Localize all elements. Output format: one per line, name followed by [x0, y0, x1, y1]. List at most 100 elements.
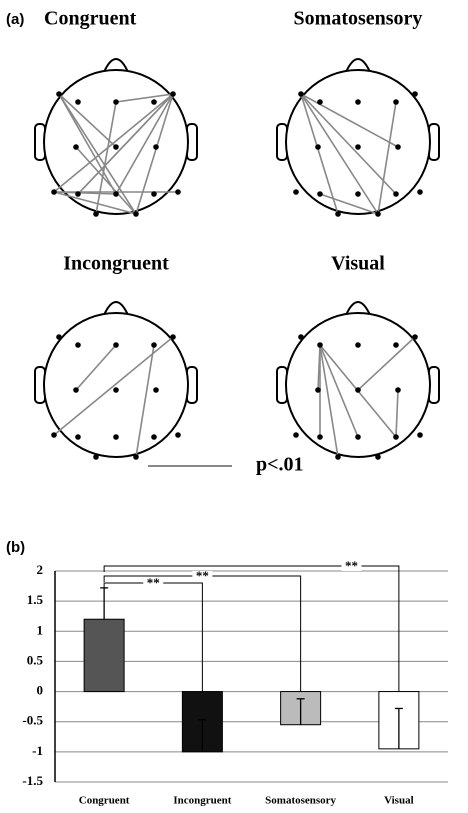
electrode [355, 387, 361, 393]
significance-bracket [103, 565, 400, 692]
connection [75, 146, 137, 215]
electrode [317, 191, 323, 197]
connection [53, 191, 137, 215]
x-tick-label: Somatosensory [265, 795, 336, 807]
electrode [153, 387, 159, 393]
electrode [315, 144, 321, 150]
electrode [375, 454, 381, 460]
y-tick-label: -1 [32, 743, 43, 758]
electrode [335, 454, 341, 460]
electrode [393, 191, 399, 197]
head-nose [103, 301, 129, 316]
electrode [375, 211, 381, 217]
y-tick-label: 0 [37, 683, 44, 698]
significance-label: ** [345, 558, 358, 573]
electrode [93, 211, 99, 217]
electrode [151, 342, 157, 348]
electrode [113, 342, 119, 348]
electrode [113, 434, 119, 440]
electrode [113, 191, 119, 197]
electrode [73, 144, 79, 150]
head-nose [345, 301, 371, 316]
electrode [93, 454, 99, 460]
electrode [175, 432, 181, 438]
connection [58, 93, 117, 195]
head-title: Incongruent [63, 253, 169, 275]
connection [95, 101, 117, 215]
connection [53, 191, 117, 195]
connection [115, 93, 174, 195]
y-tick-label: -1.5 [22, 773, 43, 788]
head-title: Visual [331, 253, 385, 275]
x-tick-label: Visual [384, 795, 414, 807]
electrode [298, 334, 304, 340]
electrode [170, 91, 176, 97]
head-nose [103, 58, 129, 73]
electrode [417, 432, 423, 438]
connection [317, 344, 321, 391]
connection [58, 93, 117, 148]
electrode [73, 387, 79, 393]
electrode [355, 99, 361, 105]
electrode [75, 99, 81, 105]
electrode [412, 91, 418, 97]
electrode [417, 189, 423, 195]
head-nose [345, 58, 371, 73]
connection [77, 93, 174, 195]
connection [53, 93, 174, 193]
electrode [317, 342, 323, 348]
connection [319, 193, 379, 215]
head-title: Congruent [44, 8, 137, 30]
electrode [355, 144, 361, 150]
connection [75, 344, 117, 391]
electrode [355, 434, 361, 440]
head-title: Somatosensory [294, 8, 423, 30]
annotation-bg [143, 578, 164, 588]
electrode [317, 99, 323, 105]
y-tick-label: 1 [37, 622, 44, 637]
electrode [355, 191, 361, 197]
electrode [355, 342, 361, 348]
electrode [56, 91, 62, 97]
annotation-bg [192, 571, 213, 581]
electrode [395, 144, 401, 150]
electrode [298, 91, 304, 97]
connection [377, 101, 397, 215]
electrode [293, 432, 299, 438]
electrode [151, 99, 157, 105]
connection [395, 389, 399, 438]
electrode [151, 191, 157, 197]
connection [357, 336, 416, 391]
electrode [315, 387, 321, 393]
electrode [51, 189, 57, 195]
connection [115, 93, 174, 103]
annotation-bg [341, 561, 362, 571]
panel-label: (a) [6, 11, 24, 28]
connection [58, 93, 137, 215]
electrode [151, 434, 157, 440]
y-tick-label: 0.5 [27, 652, 44, 667]
connection [135, 344, 155, 458]
connection [135, 93, 174, 215]
panel-label: (b) [6, 539, 25, 556]
head-outline [43, 312, 189, 458]
connection [319, 344, 339, 458]
electrode [335, 211, 341, 217]
legend-text: p<.01 [256, 454, 304, 476]
connection [319, 344, 359, 438]
x-tick-label: Incongruent [173, 795, 231, 807]
electrode [170, 334, 176, 340]
significance-label: ** [196, 568, 209, 583]
y-tick-label: 2 [37, 562, 44, 577]
electrode [75, 342, 81, 348]
electrode [113, 99, 119, 105]
electrode [393, 99, 399, 105]
electrode [75, 434, 81, 440]
connection [300, 93, 399, 148]
electrode [56, 334, 62, 340]
electrode [75, 191, 81, 197]
x-tick-label: Congruent [79, 795, 130, 807]
connection [300, 93, 397, 195]
electrode [133, 454, 139, 460]
